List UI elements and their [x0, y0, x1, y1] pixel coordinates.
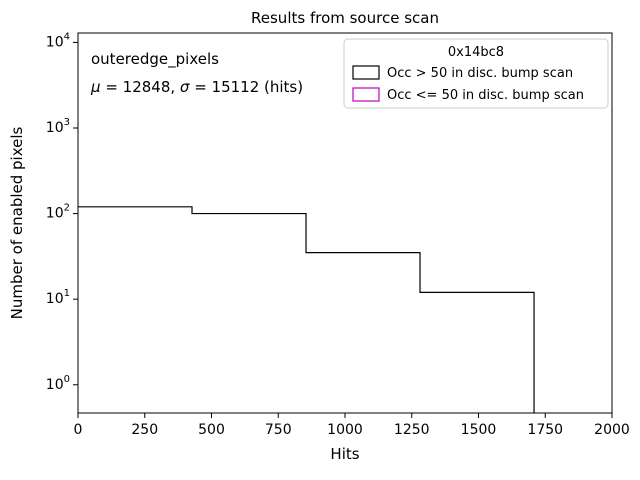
series-group	[78, 206, 535, 413]
sigma-symbol: σ	[180, 78, 190, 96]
mu-symbol: μ	[90, 78, 101, 96]
y-tick-label: 103	[46, 117, 70, 136]
x-tick-label: 1000	[327, 422, 363, 438]
annotation-dataset-name: outeredge_pixels	[91, 50, 219, 69]
y-tick-label: 101	[46, 288, 70, 307]
sigma-value: = 15112 (hits)	[189, 78, 303, 96]
x-tick-label: 1250	[394, 422, 430, 438]
axis-ticks-group: 0 250 500 750 1000 1250 1500 1750 2000 100 101 102 1…	[46, 31, 630, 438]
y-tick-label: 100	[46, 374, 70, 393]
x-tick-label: 1500	[461, 422, 497, 438]
x-tick-label: 250	[131, 422, 158, 438]
legend-label-occ-le-50: Occ <= 50 in disc. bump scan	[387, 88, 584, 103]
annotation-stats: μ = 12848, σ = 15112 (hits)	[90, 78, 303, 96]
legend-box	[343, 38, 609, 109]
chart-title: Results from source scan	[251, 9, 439, 27]
legend-title: 0x14bc8	[448, 45, 504, 60]
y-axis-label: Number of enabled pixels	[8, 126, 26, 319]
x-axis-label: Hits	[330, 445, 359, 463]
x-tick-label: 2000	[594, 422, 630, 438]
legend-label-occ-gt-50: Occ > 50 in disc. bump scan	[387, 66, 573, 81]
x-tick-label: 0	[74, 422, 83, 438]
x-tick-label: 500	[198, 422, 225, 438]
mu-value: = 12848,	[101, 78, 180, 96]
y-tick-label: 104	[46, 31, 70, 50]
y-tick-label: 102	[46, 203, 70, 222]
legend: 0x14bc8 Occ > 50 in disc. bump scan Occ …	[343, 38, 609, 109]
x-tick-label: 1750	[527, 422, 563, 438]
legend-swatch-occ-gt-50	[352, 65, 380, 80]
x-tick-label: 750	[265, 422, 292, 438]
histogram-step-line	[78, 206, 535, 413]
legend-swatch-occ-le-50	[352, 87, 380, 102]
